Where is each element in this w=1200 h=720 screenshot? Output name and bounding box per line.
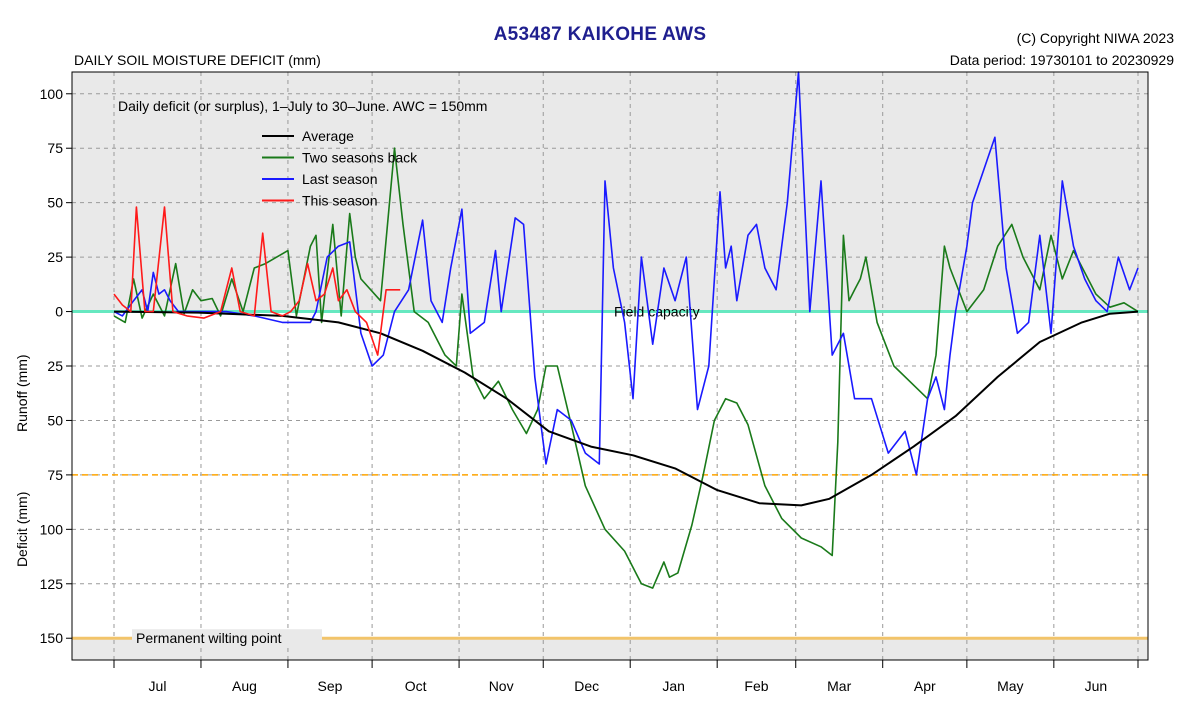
chart-title: A53487 KAIKOHE AWS [493,24,707,45]
chart-annotation: Daily deficit (or surplus), 1–July to 30… [118,98,487,114]
y-label-deficit: Deficit (mm) [14,492,30,567]
x-tick-label: Nov [489,678,514,694]
x-tick-label: Aug [232,678,257,694]
legend: Average Two seasons back Last season This s… [262,128,418,209]
x-tick-label: Sep [318,678,343,694]
series-line-two-seasons-back [113,147,1139,589]
legend-label: This season [302,193,377,209]
x-tick-label: Dec [574,678,599,694]
y-tick-label: 100 [40,521,64,537]
chart-subtitle: DAILY SOIL MOISTURE DEFICIT (mm) [74,52,321,68]
legend-label: Average [302,128,354,144]
x-tick-label: May [997,678,1023,694]
x-axis: Jul Aug Sep Oct Nov Dec Jan Feb Mar Apr May Jun [113,660,1139,694]
x-tick-label: Apr [914,678,936,694]
deficit-area [72,311,1148,660]
x-tick-label: Jun [1085,678,1108,694]
y-label-runoff: Runoff (mm) [14,354,30,432]
x-tick-label: Jan [662,678,685,694]
y-tick-label: 50 [47,195,63,211]
legend-label: Two seasons back [302,150,418,166]
y-tick-label: 100 [40,86,64,102]
copyright-note: (C) Copyright NIWA 2023 [1016,30,1174,46]
wilting-point-label-bg [132,629,322,648]
series-lines [113,71,1139,589]
y-tick-label: 0 [55,304,63,320]
below-wilting-area [72,638,1148,660]
series-line-this-season [113,206,401,356]
series-line-last-season [113,71,1139,476]
x-tick-label: Jul [149,678,167,694]
y-axis: 100 75 50 25 0 25 50 75 100 125 150 [40,86,72,646]
y-tick-label: 25 [47,249,63,265]
x-tick-label: Mar [827,678,851,694]
y-tick-label: 50 [47,412,63,428]
wilting-point-label: Permanent wilting point [136,630,282,646]
x-tick-label: Feb [744,678,768,694]
data-period: Data period: 19730101 to 20230929 [949,52,1174,68]
series-line-average [113,310,1139,507]
y-tick-label: 75 [47,467,63,483]
y-tick-label: 125 [40,576,64,592]
legend-label: Last season [302,171,378,187]
x-tick-label: Oct [405,678,427,694]
y-tick-label: 25 [47,358,63,374]
plot-area [72,72,1148,312]
y-tick-label: 75 [47,140,63,156]
y-tick-label: 150 [40,630,64,646]
